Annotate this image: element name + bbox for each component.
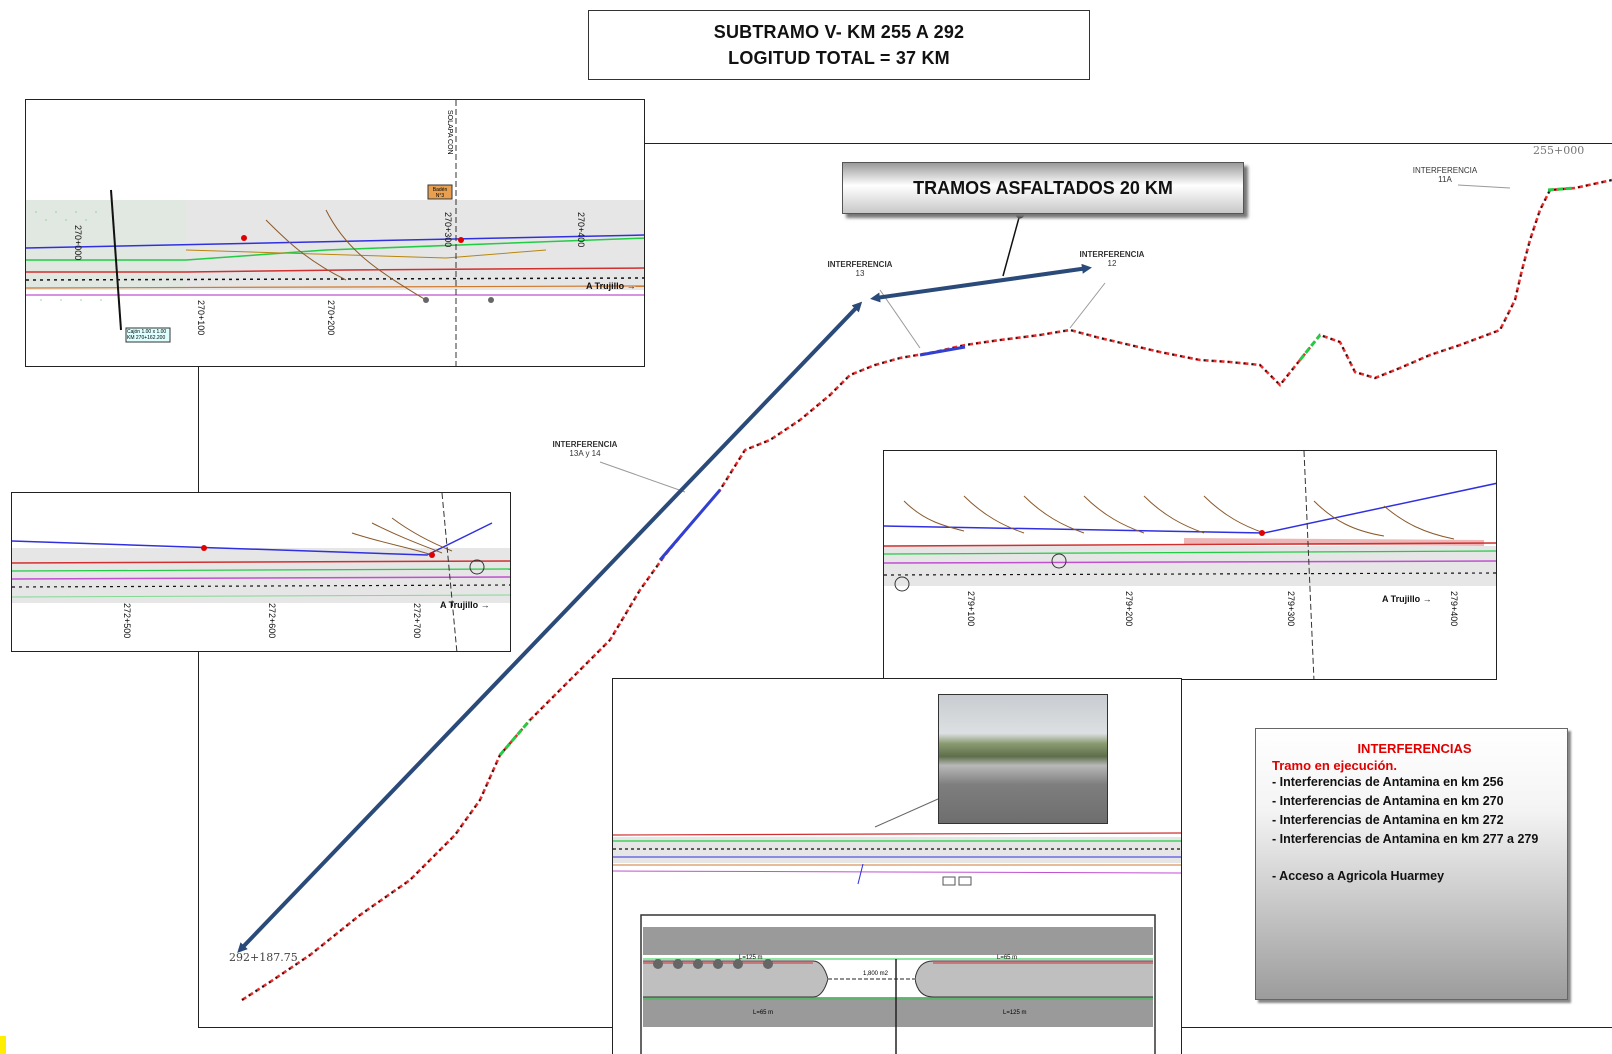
interference-13a-14-label: INTERFERENCIA 13A y 14: [552, 440, 618, 458]
inset1-sign: Badén N°3: [432, 187, 448, 199]
legend-item: - Interferencias de Antamina en km 272: [1272, 813, 1504, 827]
inset1-station-4: 270+300: [443, 212, 453, 248]
inset2-station-1: 272+500: [122, 603, 132, 639]
inset3-station-1: 279+100: [966, 591, 976, 627]
inset3-station-3: 279+300: [1286, 591, 1296, 627]
inset3-direction: A Trujillo →: [1382, 594, 1432, 604]
corner-mark: [0, 1036, 6, 1054]
inset-access-detail: 1,800 m2 L=125 m L=65 m L=65 m L=125 m: [612, 678, 1182, 1054]
paved-sections-banner: TRAMOS ASFALTADOS 20 KM: [842, 162, 1244, 214]
interference-12-label: INTERFERENCIA 12: [1079, 250, 1145, 268]
length-bottom-right: L=125 m: [1003, 1010, 1027, 1016]
inset2-station-3: 272+700: [412, 603, 422, 639]
inset-km-272: 272+500 272+600 272+700 A Trujillo →: [11, 492, 511, 652]
access-area-label: 1,800 m2: [863, 971, 889, 977]
title-line-1: SUBTRAMO V- KM 255 A 292: [713, 22, 965, 42]
inset1-station-5: 270+400: [576, 212, 586, 248]
inset1-station-3: 270+200: [326, 300, 336, 336]
title-box: SUBTRAMO V- KM 255 A 292 LOGITUD TOTAL =…: [588, 10, 1090, 80]
legend-extra: - Acceso a Agricola Huarmey: [1272, 869, 1445, 883]
interference-11a-label: INTERFERENCIA 11A: [1412, 166, 1478, 184]
inset2-station-2: 272+600: [267, 603, 277, 639]
length-bottom-left: L=65 m: [753, 1010, 774, 1016]
span-arrow-top: [870, 263, 1092, 303]
interference-legend: INTERFERENCIAS Tramo en ejecución. - Int…: [1255, 728, 1568, 1000]
inset1-vertical-label: SOLAPA CON: [446, 110, 453, 155]
inset2-direction: A Trujillo →: [440, 600, 490, 610]
legend-heading: INTERFERENCIAS: [1357, 741, 1472, 756]
inset1-direction: A Trujillo →: [586, 281, 636, 291]
legend-item: - Interferencias de Antamina en km 277 a…: [1272, 832, 1539, 846]
station-end-label: 255+000: [1533, 144, 1585, 157]
inset-km-279: 279+100 279+200 279+300 279+400 A Trujil…: [883, 450, 1497, 680]
inset3-station-4: 279+400: [1449, 591, 1459, 627]
legend-item: - Interferencias de Antamina en km 270: [1272, 794, 1504, 808]
length-top-right: L=65 m: [997, 955, 1018, 961]
length-top-left: L=125 m: [739, 955, 763, 961]
span-arrow-diagonal: [237, 301, 863, 953]
site-photo: [938, 694, 1108, 824]
inset1-station-1: 270+000: [73, 225, 83, 261]
interference-13-label: INTERFERENCIA 13: [827, 260, 893, 278]
station-start-label: 292+187.75: [229, 951, 298, 964]
inset1-station-2: 270+100: [196, 300, 206, 336]
inset1-note: Cajón 1.00 x 1.00 KM 270+162.200: [127, 329, 167, 341]
title-line-2: LOGITUD TOTAL = 37 KM: [728, 48, 950, 68]
legend-subheading: Tramo en ejecución.: [1272, 758, 1397, 773]
legend-item: - Interferencias de Antamina en km 256: [1272, 775, 1504, 789]
inset3-station-2: 279+200: [1124, 591, 1134, 627]
inset-km-270: SOLAPA CON Badén N°3 Cajón 1.00 x 1.00 K…: [25, 99, 645, 367]
